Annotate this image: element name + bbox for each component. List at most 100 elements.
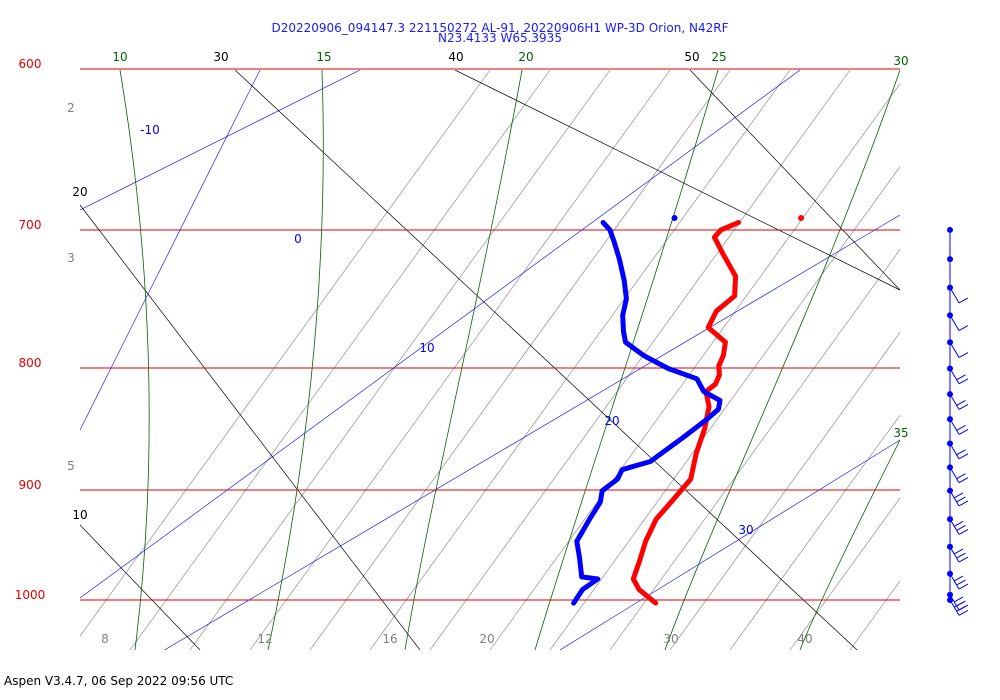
dry-adiabat-line (559, 439, 900, 650)
wind-barb-shaft (949, 368, 960, 385)
dry-adiabat-label: 20 (604, 414, 619, 428)
moist-adiabat-label: 25 (711, 50, 726, 64)
bottom-axis-label: 16 (382, 632, 397, 646)
isotherm-label: 50 (684, 50, 699, 64)
dry-adiabat-label: 30 (738, 523, 753, 537)
isotherm-line (689, 70, 900, 291)
wind-barb-shaft (949, 546, 960, 563)
chart-profiles (571, 215, 805, 606)
wind-barb-flag (956, 579, 966, 586)
mixing-ratio-line (249, 70, 671, 650)
mixing-ratio-line (429, 70, 851, 650)
moist-adiabat-line (404, 70, 523, 650)
mixing-ratio-line (80, 70, 491, 637)
wind-barb-flag (958, 378, 969, 385)
wind-barb-shaft (949, 315, 960, 331)
pressure-label: 600 (19, 57, 42, 71)
wind-barb-flag (953, 575, 964, 582)
wind-barb-flag (956, 473, 966, 480)
wind-barb-shaft (949, 287, 960, 304)
mixing-ratio-line (129, 70, 551, 650)
wind-barb-dot (947, 226, 953, 233)
wind-barb-flag (956, 449, 966, 456)
dewpoint-profile (571, 220, 723, 606)
pressure-label: 800 (19, 356, 42, 370)
wind-barb-flag (958, 297, 969, 304)
chart-title-line1: D20220906_094147.3 221150272 AL-91, 2022… (271, 21, 728, 35)
wind-barb-shaft (949, 418, 960, 435)
wind-barb-flag (958, 477, 969, 484)
wind-barb-flag (956, 496, 966, 503)
wind-barb-flag (956, 552, 966, 559)
wind-barb-flag (956, 605, 966, 612)
wind-barb-flag (953, 492, 964, 499)
wind-barb-shaft (949, 599, 960, 616)
mixing-ratio-line (549, 166, 900, 650)
pressure-label: 700 (19, 218, 42, 232)
moist-adiabat-line (799, 439, 900, 650)
bottom-axis-label: 30 (663, 632, 678, 646)
wind-barb-flag (958, 556, 969, 563)
wind-barb-flag (958, 453, 969, 460)
dewpoint-point (671, 215, 678, 222)
dry-adiabat-label: 10 (419, 341, 434, 355)
wind-barb-shaft (949, 518, 960, 535)
wind-barb-shaft (949, 490, 960, 507)
wind-barb-shaft (949, 573, 960, 590)
wind-barb-flag (958, 325, 969, 331)
wind-barb-dot (947, 256, 953, 263)
pressure-label: 900 (19, 478, 42, 492)
chart-grid (80, 68, 900, 650)
dry-adiabat-label: -10 (140, 123, 160, 137)
moist-adiabat-label: 30 (893, 54, 908, 68)
mixing-ratio-label: 5 (67, 459, 75, 473)
isotherm-label: 10 (72, 508, 87, 522)
wind-barbs (947, 226, 969, 616)
footer-text: Aspen V3.4.7, 06 Sep 2022 09:56 UTC (4, 674, 234, 688)
wind-barb-flag (953, 601, 964, 608)
moist-adiabat-label: 35 (893, 426, 908, 440)
dry-adiabat-line (163, 214, 900, 650)
dry-adiabat-line (80, 70, 801, 599)
moist-adiabat-line (664, 70, 900, 650)
mixing-ratio-line (369, 70, 791, 650)
mixing-ratio-line (849, 580, 900, 650)
moist-adiabat-line (119, 70, 150, 650)
moist-adiabat-line (267, 70, 324, 650)
dry-adiabat-line (80, 70, 261, 431)
moist-adiabat-label: 10 (112, 50, 127, 64)
wind-barb-flag (958, 583, 969, 590)
wind-barb-flag (956, 399, 966, 406)
moist-adiabat-label: 15 (316, 50, 331, 64)
mixing-ratio-line (789, 497, 900, 650)
bottom-axis-label: 12 (257, 632, 272, 646)
bottom-axis-label: 8 (101, 632, 109, 646)
wind-barb-flag (958, 528, 969, 535)
mixing-ratio-label: 2 (67, 101, 75, 115)
isotherm-line (80, 204, 421, 650)
wind-barb-shaft (949, 341, 960, 358)
isotherm-line (454, 70, 900, 291)
pressure-label: 1000 (15, 588, 46, 602)
mixing-ratio-line (489, 83, 900, 650)
wind-barb-flag (958, 403, 969, 410)
wind-barb-shaft (949, 443, 960, 460)
wind-barb-shaft (949, 467, 960, 483)
wind-barb-shaft (949, 393, 960, 410)
isotherm-line (234, 70, 858, 650)
chart-title-line2: N23.4133 W65.3935 (438, 31, 562, 45)
wind-barb-flag (956, 374, 966, 381)
moist-adiabat-line (534, 70, 719, 650)
wind-barb-flag (956, 424, 966, 431)
plot-area (80, 70, 900, 650)
temperature-profile (630, 220, 741, 606)
wind-barb-flag (958, 352, 969, 358)
wind-barb-flag (958, 609, 969, 616)
temperature-point (798, 215, 805, 222)
wind-barb-flag (953, 596, 964, 603)
wind-barb-shaft (949, 594, 960, 611)
mixing-ratio-line (189, 70, 611, 650)
bottom-axis-label: 40 (797, 632, 812, 646)
